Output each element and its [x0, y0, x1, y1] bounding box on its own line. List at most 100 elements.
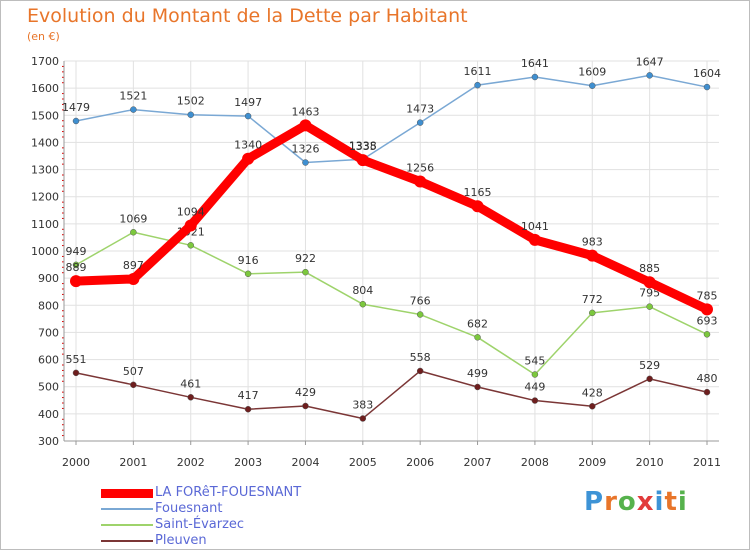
- data-label: 558: [410, 351, 431, 364]
- series-line: [75, 74, 708, 164]
- data-label: 682: [467, 317, 488, 330]
- data-point: [72, 117, 80, 125]
- chart-title: Evolution du Montant de la Dette par Hab…: [27, 5, 468, 27]
- y-tick-label: 1100: [31, 218, 59, 231]
- series-line: [71, 120, 712, 314]
- data-point: [528, 233, 541, 246]
- legend-label: Fouesnant: [155, 501, 223, 516]
- data-label: 1521: [119, 90, 147, 103]
- data-label: 983: [582, 236, 603, 249]
- legend-swatch: [101, 508, 153, 510]
- data-label: 480: [697, 372, 718, 385]
- data-point: [416, 119, 424, 126]
- x-tick-label: 2010: [636, 456, 664, 469]
- data-label: 889: [66, 261, 87, 274]
- data-label: 383: [352, 398, 373, 411]
- data-label: 499: [467, 367, 488, 380]
- legend-swatch: [101, 488, 153, 498]
- data-point: [474, 383, 481, 391]
- data-point: [244, 112, 252, 120]
- data-label: 693: [697, 314, 718, 327]
- y-tick-label: 500: [38, 381, 59, 394]
- data-point: [130, 229, 137, 236]
- data-label: 507: [123, 365, 144, 378]
- data-point: [299, 119, 312, 132]
- data-point: [703, 83, 711, 91]
- legend-label: Pleuven: [155, 533, 207, 548]
- y-tick-label: 1200: [31, 191, 59, 204]
- data-label: 1256: [406, 162, 434, 175]
- data-point: [187, 111, 194, 118]
- data-point: [474, 81, 481, 89]
- x-tick-label: 2009: [578, 456, 606, 469]
- data-label: 429: [295, 386, 316, 399]
- x-tick-label: 2004: [291, 456, 319, 469]
- data-label: 766: [410, 295, 431, 308]
- unit-label: (en €): [27, 30, 60, 43]
- data-label: 1340: [234, 139, 262, 152]
- data-point: [474, 334, 481, 341]
- data-label: 1604: [693, 67, 721, 80]
- data-point: [589, 403, 596, 410]
- data-label: 1326: [291, 143, 319, 156]
- data-point: [703, 388, 711, 396]
- data-point: [646, 303, 653, 310]
- data-label: 417: [238, 389, 259, 402]
- data-point: [127, 272, 140, 285]
- proxiti-logo: Proxiti: [584, 487, 688, 517]
- data-label: 428: [582, 386, 603, 399]
- y-tick-label: 900: [38, 272, 59, 285]
- y-tick-label: 1400: [31, 136, 59, 149]
- data-point: [531, 397, 539, 404]
- data-point: [589, 309, 596, 317]
- data-point: [72, 261, 80, 269]
- x-tick-label: 2007: [464, 456, 492, 469]
- data-label: 461: [180, 377, 201, 390]
- data-label: 922: [295, 252, 316, 265]
- y-tick-label: 400: [38, 408, 59, 421]
- data-point: [130, 106, 137, 113]
- x-tick-label: 2006: [406, 456, 434, 469]
- data-point: [643, 276, 656, 289]
- data-label: 545: [524, 355, 545, 368]
- data-point: [359, 300, 367, 308]
- data-point: [531, 371, 539, 378]
- data-label: 897: [123, 259, 144, 272]
- series-line: [75, 231, 708, 376]
- data-point: [187, 394, 194, 401]
- data-label: 1069: [119, 212, 147, 225]
- data-point: [184, 219, 197, 232]
- x-tick-label: 2002: [177, 456, 205, 469]
- data-point: [359, 415, 367, 422]
- y-tick-label: 1600: [31, 82, 59, 95]
- data-label: 1041: [521, 220, 549, 233]
- data-label: 1094: [177, 205, 205, 218]
- data-point: [244, 270, 252, 278]
- data-label: 1641: [521, 57, 549, 70]
- data-point: [302, 402, 309, 410]
- x-tick-label: 2005: [349, 456, 377, 469]
- y-tick-label: 600: [38, 354, 59, 367]
- x-tick-label: 2008: [521, 456, 549, 469]
- data-label: 1611: [464, 65, 492, 78]
- data-point: [471, 200, 484, 213]
- data-label: 1338: [349, 139, 377, 152]
- y-tick-label: 800: [38, 299, 59, 312]
- data-label: 1463: [291, 105, 319, 118]
- data-label: 1647: [636, 55, 664, 68]
- legend-label: LA FORêT-FOUESNANT: [155, 485, 302, 500]
- data-label: 449: [524, 381, 545, 394]
- y-tick-label: 1300: [31, 164, 59, 177]
- data-point: [586, 249, 599, 262]
- data-point: [701, 303, 713, 316]
- data-label: 1497: [234, 96, 262, 109]
- data-label: 916: [238, 254, 259, 267]
- data-point: [646, 72, 653, 79]
- data-point: [244, 405, 252, 413]
- y-tick-label: 1500: [31, 109, 59, 122]
- data-label: 949: [66, 245, 87, 258]
- y-tick-label: 300: [38, 435, 59, 448]
- y-tick-label: 1000: [31, 245, 59, 258]
- data-point: [70, 275, 82, 288]
